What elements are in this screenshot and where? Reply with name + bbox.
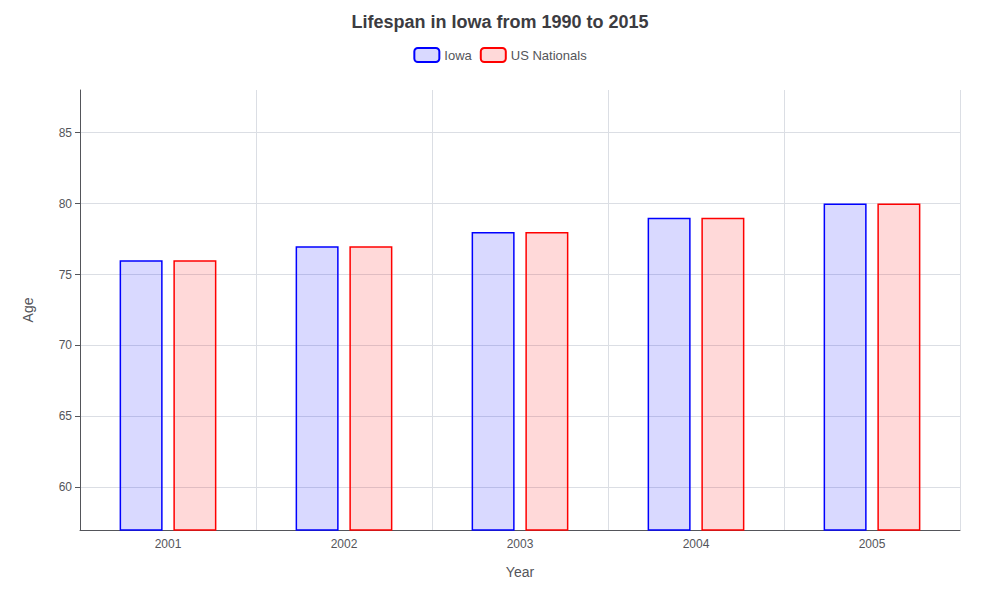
svg-text:Lifespan in Iowa from 1990 to: Lifespan in Iowa from 1990 to 2015 bbox=[351, 12, 648, 32]
svg-text:65: 65 bbox=[59, 409, 73, 423]
svg-text:2001: 2001 bbox=[155, 537, 182, 551]
svg-text:2003: 2003 bbox=[507, 537, 534, 551]
svg-text:70: 70 bbox=[59, 338, 73, 352]
svg-text:Iowa: Iowa bbox=[444, 48, 472, 63]
svg-text:2005: 2005 bbox=[859, 537, 886, 551]
svg-text:80: 80 bbox=[59, 197, 73, 211]
svg-text:Year: Year bbox=[506, 564, 535, 580]
svg-text:Age: Age bbox=[20, 297, 36, 322]
svg-text:2004: 2004 bbox=[683, 537, 710, 551]
svg-text:60: 60 bbox=[59, 480, 73, 494]
svg-text:75: 75 bbox=[59, 268, 73, 282]
svg-text:2002: 2002 bbox=[331, 537, 358, 551]
svg-text:85: 85 bbox=[59, 126, 73, 140]
svg-text:US Nationals: US Nationals bbox=[511, 48, 587, 63]
